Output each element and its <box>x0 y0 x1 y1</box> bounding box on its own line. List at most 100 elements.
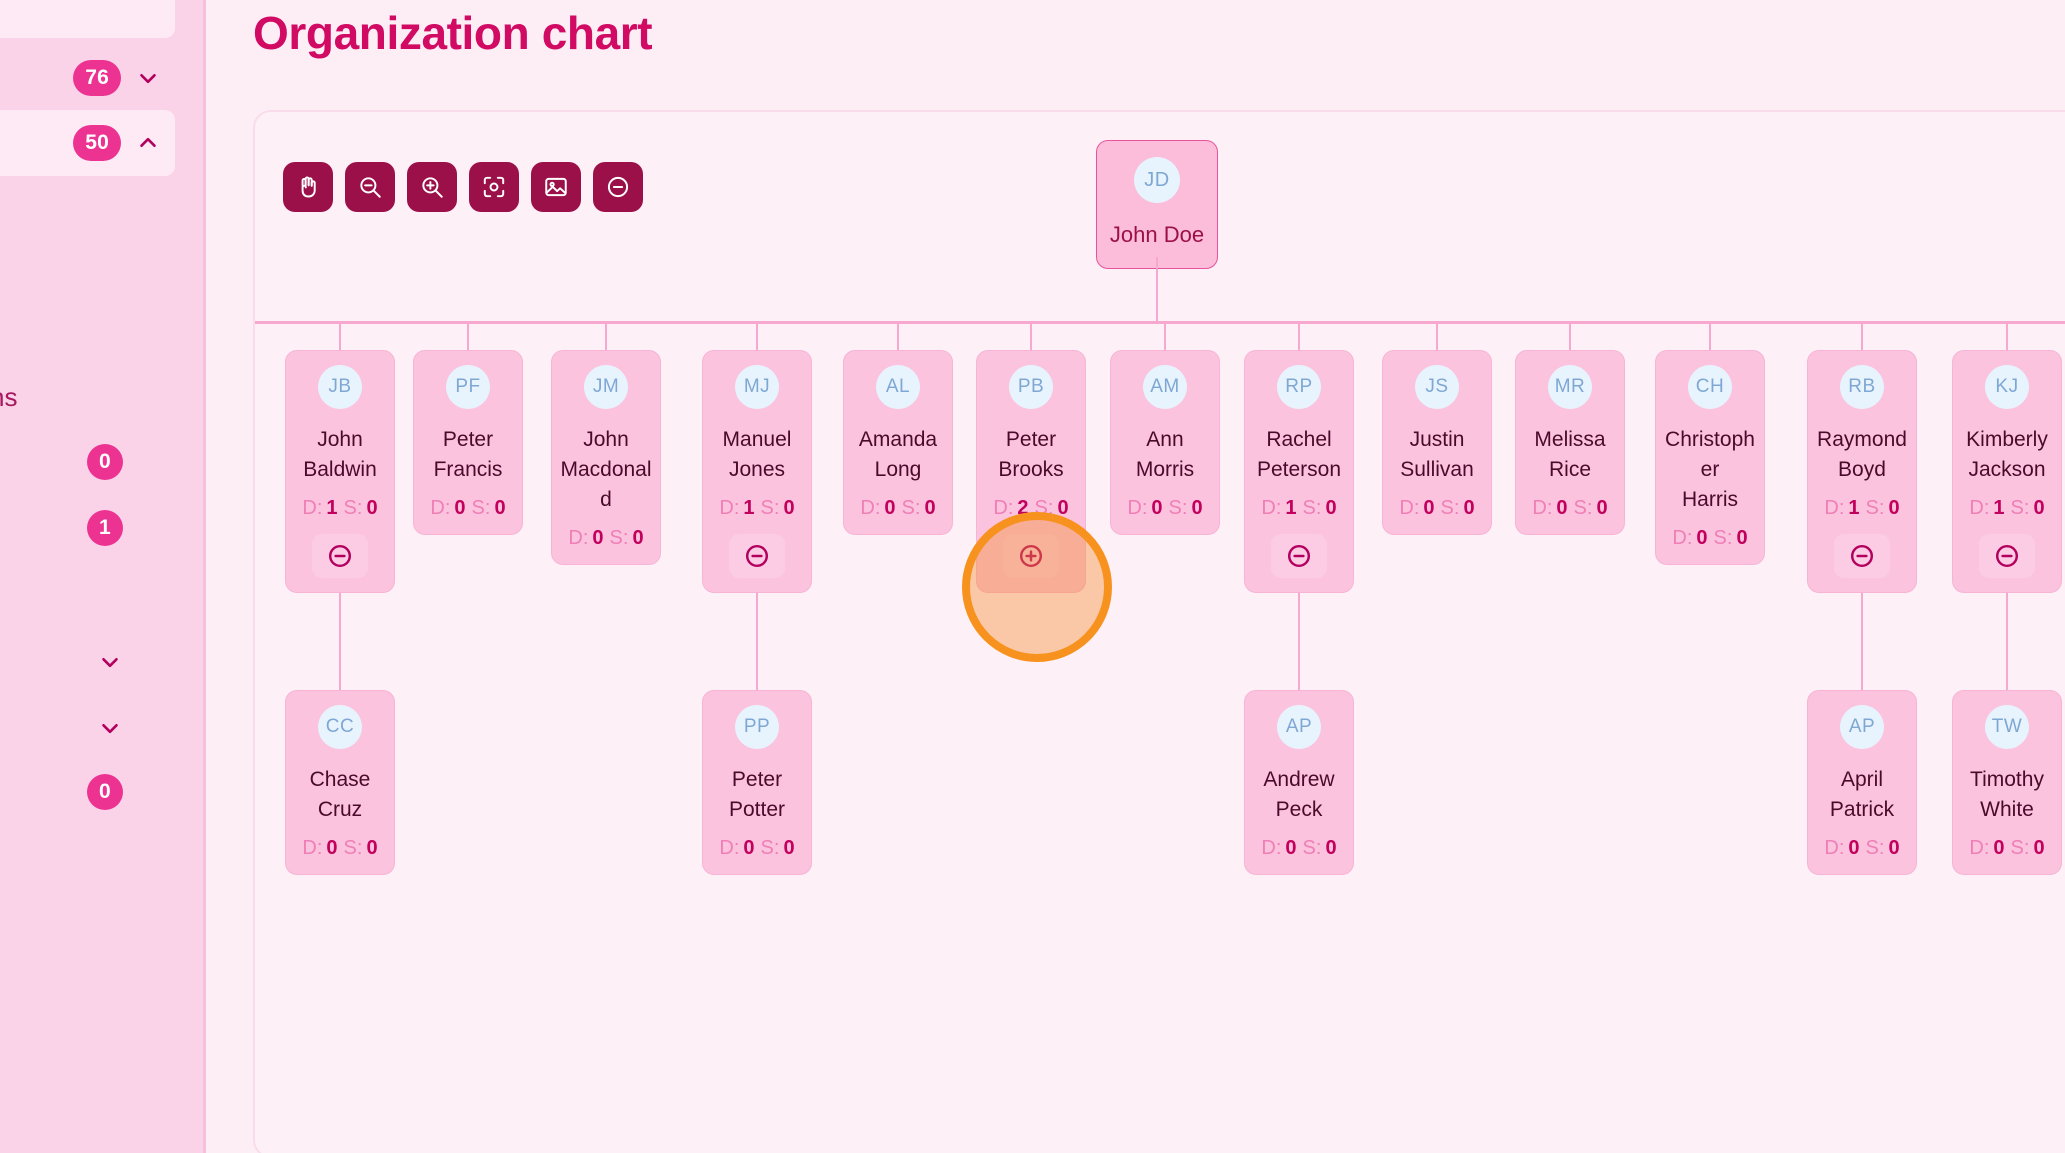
stat-direct-value: 0 <box>1696 527 1708 549</box>
edge-bus <box>255 321 2065 324</box>
chevron-up-icon[interactable] <box>135 130 161 156</box>
org-node-name: Manuel Jones <box>722 428 792 481</box>
sidebar-count-0-b[interactable]: 0 <box>0 772 175 812</box>
stat-direct: D: 0 <box>1672 527 1708 549</box>
collapse-node-button[interactable] <box>312 534 368 578</box>
collapse-node-button[interactable] <box>729 534 785 578</box>
minus-circle-icon <box>1993 542 2021 570</box>
org-node-kimberly-jackson[interactable]: KJ Kimberly Jackson D: 1 S: 0 <box>1952 350 2062 593</box>
stat-subordinate: S: 0 <box>343 837 378 859</box>
stat-subordinate: S: 0 <box>609 527 644 549</box>
org-node-name: Raymond Boyd <box>1817 428 1907 481</box>
fit-to-screen-button[interactable] <box>469 162 519 212</box>
stat-subordinate: S: 0 <box>1865 837 1900 859</box>
stat-subordinate-value: 0 <box>924 497 936 519</box>
org-node-peter-francis[interactable]: PF Peter Francis D: 0 S: 0 <box>413 350 523 535</box>
org-node-john-macdonald[interactable]: JM John Macdonald D: 0 S: 0 <box>551 350 661 565</box>
org-chart-canvas[interactable]: JD John Doe JB John Baldwin D: 1 S: 0 PF Peter Fran… <box>255 112 2065 1153</box>
org-node-christopher-harris[interactable]: CH Christopher Harris D: 0 S: 0 <box>1655 350 1765 565</box>
edge-drop-peter-brooks <box>1030 322 1032 350</box>
org-node-andrew-peck[interactable]: AP Andrew Peck D: 0 S: 0 <box>1244 690 1354 875</box>
org-node-timothy-white[interactable]: TW Timothy White D: 0 S: 0 <box>1952 690 2062 875</box>
org-node-chase-cruz[interactable]: CC Chase Cruz D: 0 S: 0 <box>285 690 395 875</box>
expand-node-button[interactable] <box>1003 534 1059 578</box>
avatar: AM <box>1143 365 1187 409</box>
chevron-down-icon[interactable] <box>97 649 123 675</box>
edge-root-stem <box>1156 257 1158 322</box>
stat-subordinate: S: 0 <box>1034 497 1069 519</box>
org-node-john-doe[interactable]: JD John Doe <box>1096 140 1218 269</box>
avatar: RB <box>1840 365 1884 409</box>
chevron-down-icon[interactable] <box>135 65 161 91</box>
sidebar-row-50[interactable]: 50 <box>0 110 175 176</box>
org-node-amanda-long[interactable]: AL Amanda Long D: 0 S: 0 <box>843 350 953 535</box>
org-node-john-baldwin[interactable]: JB John Baldwin D: 1 S: 0 <box>285 350 395 593</box>
org-node-justin-sullivan[interactable]: JS Justin Sullivan D: 0 S: 0 <box>1382 350 1492 535</box>
collapse-node-button[interactable] <box>1834 534 1890 578</box>
stat-subordinate-value: 0 <box>494 497 506 519</box>
zoom-in-icon <box>419 174 445 200</box>
page-title: Organization chart <box>253 7 653 59</box>
sidebar-count-0-a[interactable]: 0 <box>0 442 175 482</box>
avatar: JM <box>584 365 628 409</box>
minus-circle-icon <box>1848 542 1876 570</box>
stat-direct-value: 0 <box>1285 837 1297 859</box>
stat-direct-value: 2 <box>1017 497 1029 519</box>
stat-subordinate-value: 0 <box>783 497 795 519</box>
avatar: AP <box>1840 705 1884 749</box>
org-node-rachel-peterson[interactable]: RP Rachel Peterson D: 1 S: 0 <box>1244 350 1354 593</box>
avatar: MR <box>1548 365 1592 409</box>
edge-drop-christopher-harris <box>1709 322 1711 350</box>
edge-drop-manuel-jones <box>756 322 758 350</box>
zoom-in-button[interactable] <box>407 162 457 212</box>
org-node-stats: D: 0 S: 0 <box>1261 837 1336 860</box>
org-node-april-patrick[interactable]: AP April Patrick D: 0 S: 0 <box>1807 690 1917 875</box>
collapse-node-button[interactable] <box>1979 534 2035 578</box>
sidebar: 76 50 ns 0 1 0 <box>0 0 203 1153</box>
zoom-out-icon <box>357 174 383 200</box>
stat-subordinate-value: 0 <box>1463 497 1475 519</box>
minus-circle-icon <box>743 542 771 570</box>
avatar: MJ <box>735 365 779 409</box>
sidebar-badge-50: 50 <box>73 125 121 161</box>
org-node-melissa-rice[interactable]: MR Melissa Rice D: 0 S: 0 <box>1515 350 1625 535</box>
avatar: PB <box>1009 365 1053 409</box>
avatar: CH <box>1688 365 1732 409</box>
stat-direct: D: 0 <box>1532 497 1568 519</box>
collapse-node-button[interactable] <box>1271 534 1327 578</box>
edge-link-chase-cruz <box>339 593 341 690</box>
org-node-stats: D: 0 S: 0 <box>1127 497 1202 520</box>
stat-direct: D: 0 <box>1824 837 1860 859</box>
org-node-name: Timothy White <box>1970 768 2044 821</box>
stat-subordinate: S: 0 <box>1440 497 1475 519</box>
edge-drop-justin-sullivan <box>1436 322 1438 350</box>
pan-tool-button[interactable] <box>283 162 333 212</box>
sidebar-count-1[interactable]: 1 <box>0 508 175 548</box>
stat-subordinate-value: 0 <box>366 837 378 859</box>
sidebar-badge-count: 0 <box>87 444 123 480</box>
stat-direct-value: 1 <box>1848 497 1860 519</box>
sidebar-chevron-a[interactable] <box>0 642 175 682</box>
org-node-peter-potter[interactable]: PP Peter Potter D: 0 S: 0 <box>702 690 812 875</box>
avatar: JS <box>1415 365 1459 409</box>
stat-subordinate-value: 0 <box>1325 497 1337 519</box>
collapse-all-button[interactable] <box>593 162 643 212</box>
sidebar-chevron-b[interactable] <box>0 708 175 748</box>
org-node-peter-brooks[interactable]: PB Peter Brooks D: 2 S: 0 <box>976 350 1086 593</box>
sidebar-row-partial-top[interactable] <box>0 0 175 38</box>
sidebar-row-76[interactable]: 76 <box>0 45 175 111</box>
stat-direct: D: 0 <box>860 497 896 519</box>
stat-direct: D: 0 <box>1127 497 1163 519</box>
stat-direct-value: 1 <box>326 497 338 519</box>
stat-direct: D: 1 <box>1261 497 1297 519</box>
sidebar-badge-count: 0 <box>87 774 123 810</box>
zoom-out-button[interactable] <box>345 162 395 212</box>
org-node-ann-morris[interactable]: AM Ann Morris D: 0 S: 0 <box>1110 350 1220 535</box>
chevron-down-icon[interactable] <box>97 715 123 741</box>
stat-direct-value: 0 <box>884 497 896 519</box>
export-image-button[interactable] <box>531 162 581 212</box>
org-node-manuel-jones[interactable]: MJ Manuel Jones D: 1 S: 0 <box>702 350 812 593</box>
edge-link-timothy-white <box>2006 593 2008 690</box>
stat-direct-value: 0 <box>592 527 604 549</box>
org-node-raymond-boyd[interactable]: RB Raymond Boyd D: 1 S: 0 <box>1807 350 1917 593</box>
